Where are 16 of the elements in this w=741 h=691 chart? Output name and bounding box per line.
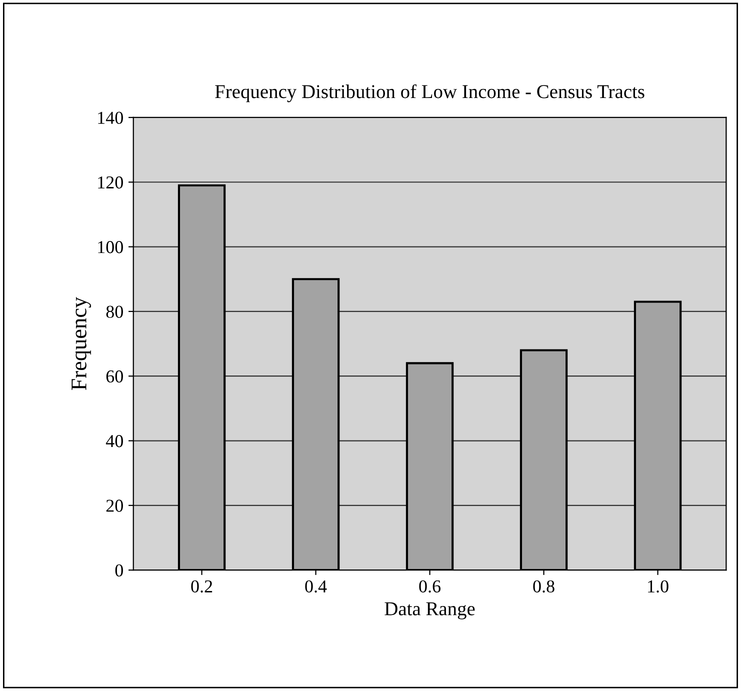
y-axis-title: Frequency: [72, 296, 92, 390]
x-tick-label: 0.8: [533, 580, 554, 593]
y-tick-label: 80: [106, 306, 123, 318]
x-tick-label: 0.2: [191, 580, 212, 593]
y-tick-label: 100: [98, 241, 123, 254]
y-tick-label: 40: [106, 435, 123, 448]
y-tick-label: 60: [106, 370, 123, 383]
y-tick-label: 120: [98, 176, 123, 189]
x-axis-title: Data Range: [384, 602, 475, 620]
x-tick-label: 1.0: [648, 580, 668, 593]
x-tick-label: 0.6: [419, 580, 441, 593]
x-tick-label: 0.4: [305, 580, 327, 593]
y-tick-label: 0: [115, 564, 123, 577]
y-tick-label: 140: [98, 112, 123, 124]
chart-title: Frequency Distribution of Low Income - Census Tracts: [215, 84, 644, 102]
y-tick-label: 20: [106, 500, 123, 512]
